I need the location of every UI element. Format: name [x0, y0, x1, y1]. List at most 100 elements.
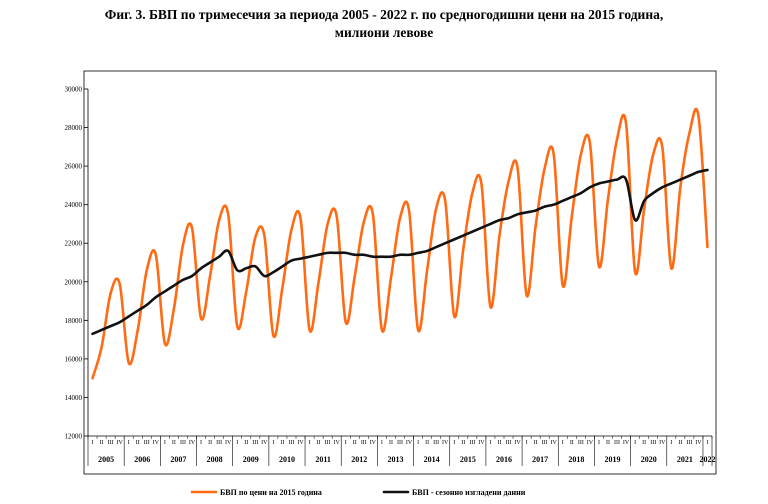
- y-tick-label: 18000: [65, 317, 83, 325]
- quarter-tick-label: III: [686, 440, 692, 446]
- quarter-tick-label: II: [642, 440, 646, 446]
- year-label: 2016: [496, 455, 512, 464]
- quarter-tick-label: I: [670, 440, 672, 446]
- year-label: 2005: [98, 455, 114, 464]
- y-tick-label: 12000: [65, 433, 83, 441]
- quarter-tick-label: IV: [551, 440, 558, 446]
- y-tick-label: 16000: [65, 355, 83, 363]
- quarter-tick-label: I: [345, 440, 347, 446]
- year-label: 2015: [460, 455, 476, 464]
- y-tick-label: 22000: [65, 240, 83, 248]
- quarter-tick-label: II: [100, 440, 104, 446]
- quarter-tick-label: III: [650, 440, 656, 446]
- quarter-tick-label: IV: [116, 440, 123, 446]
- quarter-tick-label: III: [469, 440, 475, 446]
- quarter-tick-label: I: [706, 440, 708, 446]
- y-tick-label: 26000: [65, 163, 83, 171]
- quarter-tick-label: II: [280, 440, 284, 446]
- quarter-tick-label: I: [453, 440, 455, 446]
- legend: БВП по цени на 2015 година БВП - сезонно …: [190, 488, 526, 497]
- quarter-tick-label: II: [317, 440, 321, 446]
- y-tick-label: 28000: [65, 124, 83, 132]
- year-label: 2017: [532, 455, 548, 464]
- year-label: 2006: [134, 455, 150, 464]
- legend-label: БВП - сезонно изгладени данни: [412, 488, 526, 497]
- year-label: 2022: [699, 455, 715, 464]
- quarter-tick-label: II: [353, 440, 357, 446]
- quarter-tick-label: II: [425, 440, 429, 446]
- quarter-tick-label: II: [678, 440, 682, 446]
- quarter-tick-label: IV: [623, 440, 630, 446]
- quarter-tick-label: III: [180, 440, 186, 446]
- quarter-tick-label: III: [288, 440, 294, 446]
- plot-area-frame: [83, 70, 717, 475]
- quarter-tick-label: II: [136, 440, 140, 446]
- chart-title-line-1: Фиг. 3. БВП по тримесечия за периода 200…: [104, 7, 664, 22]
- quarter-tick-label: II: [172, 440, 176, 446]
- year-label: 2014: [424, 455, 440, 464]
- year-label: 2019: [605, 455, 621, 464]
- chart-title-line-2: милиони левове: [334, 25, 434, 40]
- quarter-tick-label: IV: [261, 440, 268, 446]
- quarter-tick-label: I: [634, 440, 636, 446]
- quarter-tick-label: III: [542, 440, 548, 446]
- y-tick-label: 24000: [65, 201, 83, 209]
- series-line-gdp-seasonally-adjusted: [91, 168, 709, 336]
- y-axis: 12000 14000 16000 18000 20000 22000 24000 26000…: [65, 86, 89, 441]
- year-label: 2008: [207, 455, 223, 464]
- quarter-tick-label: III: [361, 440, 367, 446]
- quarter-tick-label: IV: [153, 440, 160, 446]
- quarter-tick-label: III: [325, 440, 331, 446]
- quarter-tick-label: IV: [406, 440, 413, 446]
- quarter-tick-label: I: [598, 440, 600, 446]
- quarter-tick-label: I: [381, 440, 383, 446]
- chart-title: Фиг. 3. БВП по тримесечия за периода 200…: [0, 6, 768, 42]
- quarter-tick-label: II: [389, 440, 393, 446]
- series-line-gdp-2015-prices: [91, 107, 709, 380]
- quarter-tick-label: III: [144, 440, 150, 446]
- quarter-tick-label: III: [506, 440, 512, 446]
- y-tick-label: 14000: [65, 394, 83, 402]
- quarter-tick-label: IV: [659, 440, 666, 446]
- quarter-tick-label: III: [397, 440, 403, 446]
- quarter-tick-label: IV: [587, 440, 594, 446]
- series-layer: [91, 107, 709, 380]
- quarter-tick-label: II: [461, 440, 465, 446]
- quarter-tick-label: IV: [478, 440, 485, 446]
- quarter-tick-label: I: [272, 440, 274, 446]
- quarter-tick-label: III: [252, 440, 258, 446]
- quarter-tick-label: III: [614, 440, 620, 446]
- quarter-tick-label: II: [570, 440, 574, 446]
- quarter-tick-label: IV: [695, 440, 702, 446]
- quarter-tick-label: IV: [334, 440, 341, 446]
- year-label: 2013: [387, 455, 403, 464]
- year-label: 2018: [568, 455, 584, 464]
- quarter-tick-label: IV: [225, 440, 232, 446]
- quarter-tick-label: I: [309, 440, 311, 446]
- year-label: 2009: [243, 455, 259, 464]
- quarter-tick-label: I: [562, 440, 564, 446]
- quarter-tick-label: I: [164, 440, 166, 446]
- quarter-tick-label: II: [497, 440, 501, 446]
- quarter-tick-label: II: [244, 440, 248, 446]
- quarter-tick-label: IV: [189, 440, 196, 446]
- quarter-tick-label: I: [92, 440, 94, 446]
- quarter-tick-label: II: [606, 440, 610, 446]
- x-axis: I II III IV I II III IV I II III IV I II III IV I II III IV…: [87, 435, 715, 466]
- quarter-tick-label: II: [534, 440, 538, 446]
- quarter-tick-label: I: [200, 440, 202, 446]
- quarter-tick-label: II: [208, 440, 212, 446]
- year-label: 2012: [351, 455, 367, 464]
- quarter-tick-label: III: [578, 440, 584, 446]
- quarter-tick-label: IV: [297, 440, 304, 446]
- quarter-tick-label: IV: [442, 440, 449, 446]
- quarter-tick-label: III: [108, 440, 114, 446]
- quarter-tick-label: IV: [514, 440, 521, 446]
- quarter-tick-label: I: [128, 440, 130, 446]
- quarter-tick-label: IV: [370, 440, 377, 446]
- quarter-tick-label: I: [417, 440, 419, 446]
- year-label: 2020: [641, 455, 657, 464]
- quarter-tick-label: III: [433, 440, 439, 446]
- quarter-tick-label: III: [216, 440, 222, 446]
